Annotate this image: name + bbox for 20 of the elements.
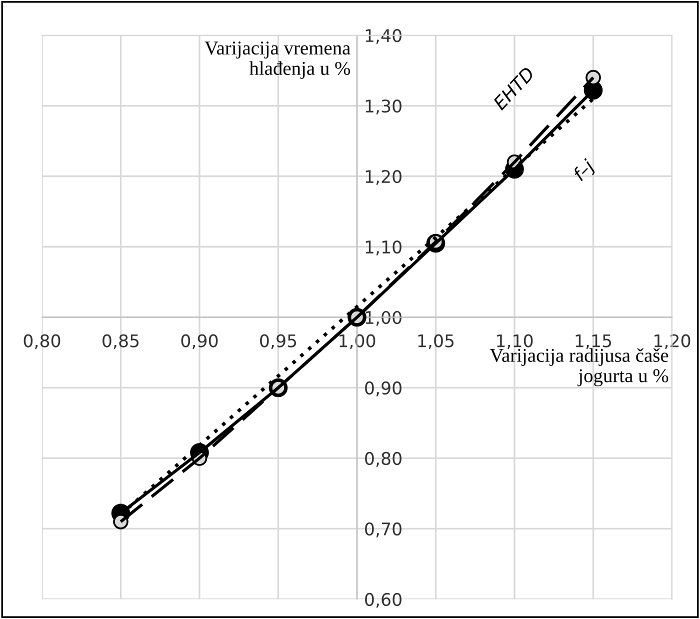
x-tick-label: 0,80 [24, 334, 60, 350]
x-tick-label: 0,90 [181, 334, 218, 350]
y-tick-label: 1,20 [366, 170, 402, 185]
x-tick-label: 0,95 [260, 334, 296, 350]
text: f–j [572, 158, 598, 184]
y-axis-title: Varijacija vremena hlađenja u % [204, 42, 350, 79]
x-tick-label: 0,85 [102, 334, 139, 350]
x-tick-label: 1,20 [654, 334, 690, 350]
y-tick-label: 0,80 [365, 452, 402, 467]
y-tick-label: 0,90 [365, 381, 402, 396]
y-tick-label: 1,40 [366, 28, 402, 44]
y-tick-label: 1,30 [366, 99, 402, 114]
x-tick-label: 1,15 [576, 334, 612, 350]
x-axis-title: Varijacija radijusa čaše jogurta u % [490, 348, 668, 386]
y-tick-label: 1,00 [366, 310, 402, 326]
x-tick-label: 1,05 [418, 334, 454, 350]
y-tick-label: 1,10 [366, 240, 402, 256]
y-tick-label: 0,60 [365, 592, 402, 608]
x-tick-label: 1,10 [497, 334, 533, 350]
y-tick-label: 0,70 [365, 522, 402, 538]
